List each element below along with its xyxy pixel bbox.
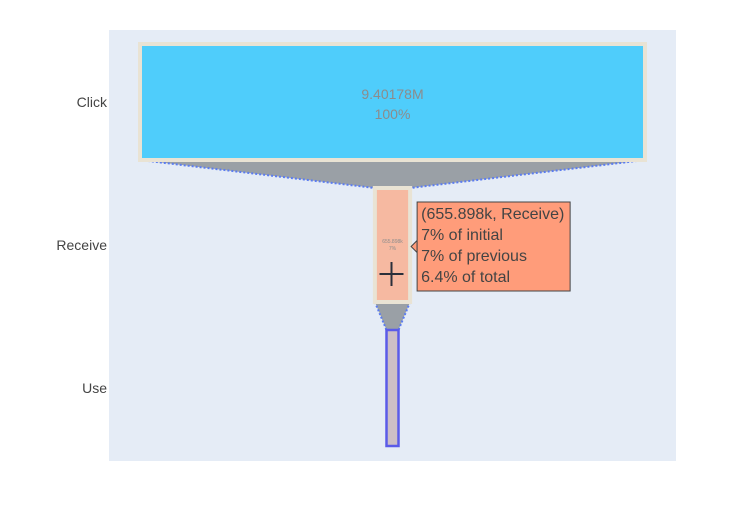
y-tick-label: Receive [56,237,107,253]
hover-tooltip: (655.898k, Receive) 7% of initial 7% of pr… [410,201,571,292]
funnel-bar-use[interactable] [385,328,400,448]
bar-value-label: 655.898k [382,239,403,245]
bar-value-label: 9.40178M [361,86,423,102]
bar-percent-label: 7% [389,246,397,252]
funnel-connector-edge [139,159,376,189]
funnel-bar-click[interactable] [138,42,647,162]
y-tick-label: Click [77,94,108,110]
crosshair-cursor-icon [379,262,404,286]
y-tick-label: Use [82,380,107,396]
tooltip-line: 7% of initial [421,227,503,244]
funnel-connector-edge [373,301,388,331]
bar-percent-label: 100% [375,106,411,122]
y-axis-ticks: Click Receive Use [56,94,108,396]
funnel-connector-edge [397,301,412,331]
funnel-connector [374,302,411,330]
funnel-connector [140,160,645,188]
tooltip-line: 7% of previous [421,248,527,265]
tooltip-box [416,201,571,292]
tooltip-line: 6.4% of total [421,269,510,286]
funnel-connector-edge [409,159,646,189]
tooltip-line: (655.898k, Receive) [421,206,564,223]
connectors-layer [139,159,646,331]
